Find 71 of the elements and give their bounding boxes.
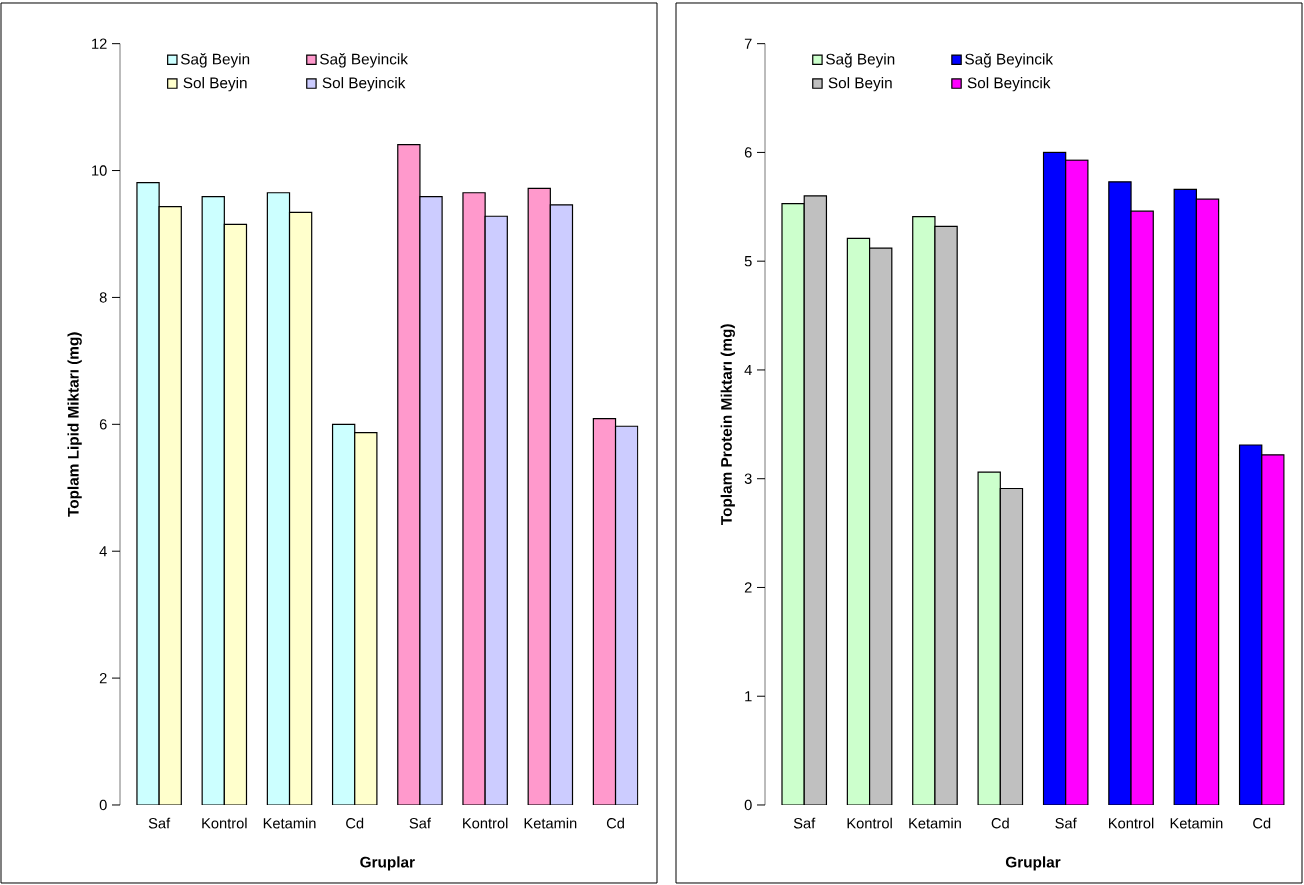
x-tick-label: Ketamin [909, 817, 961, 829]
y-axis-title: Toplam Protein Miktarı (mg) [720, 324, 735, 525]
y-tick-label: 1 [745, 691, 752, 702]
y-tick-label: 2 [744, 582, 752, 593]
bar [804, 195, 827, 805]
bar [223, 223, 248, 805]
legend-label: Sol Beyin [828, 77, 892, 92]
y-tick-label: 10 [92, 165, 107, 176]
x-tick-label: Ketamin [524, 817, 577, 829]
y-tick-label: 6 [99, 419, 107, 430]
bar [462, 192, 486, 805]
bar [266, 192, 291, 805]
legend-label: Sağ Beyin [826, 53, 895, 68]
bar [1195, 198, 1220, 805]
bar [1108, 181, 1132, 805]
bar [1238, 444, 1263, 805]
x-tick-label: Ketamin [263, 817, 316, 829]
legend-label: Sağ Beyincik [965, 53, 1054, 68]
y-tick-label: 2 [99, 672, 107, 684]
x-tick-label: Cd [991, 817, 1009, 829]
x-axis-title: Gruplar [360, 856, 415, 871]
bar [869, 248, 892, 805]
y-tick-label: 0 [99, 799, 107, 811]
legend-label: Sol Beyincik [967, 77, 1051, 92]
legend-label: Sağ Beyin [180, 53, 250, 68]
bar [201, 195, 225, 805]
y-tick-label: 12 [92, 38, 107, 49]
x-axis-title: Gruplar [1005, 856, 1061, 871]
bar [354, 431, 378, 805]
x-tick-label: Cd [606, 817, 624, 829]
y-tick-label: 4 [744, 364, 752, 375]
legend-label: Sağ Beyincik [320, 53, 408, 68]
y-tick-label: 6 [744, 147, 752, 158]
bar [592, 418, 617, 805]
y-tick-label: 4 [99, 546, 107, 557]
bar [934, 226, 958, 805]
bar [397, 143, 421, 805]
x-tick-label: Kontrol [1109, 817, 1154, 829]
bar [1065, 159, 1089, 805]
y-axis-title: Toplam Lipid Miktarı (mg) [67, 332, 82, 517]
x-tick-label: Saf [1055, 817, 1077, 829]
y-tick-label: 3 [744, 473, 752, 484]
bar [136, 182, 160, 805]
x-tick-label: Saf [148, 817, 171, 829]
y-tick-label: 8 [99, 292, 107, 303]
bar [1261, 454, 1285, 805]
bar [977, 471, 1001, 805]
x-tick-label: Kontrol [202, 817, 247, 829]
bar [527, 187, 551, 805]
x-tick-label: Ketamin [1170, 817, 1223, 829]
bar [847, 238, 870, 805]
x-tick-label: Cd [1253, 817, 1271, 829]
bar [912, 216, 935, 805]
x-tick-label: Saf [409, 817, 431, 829]
bar [158, 206, 182, 805]
y-tick-label: 5 [744, 256, 752, 267]
x-tick-label: Cd [346, 817, 364, 829]
bar [999, 487, 1024, 805]
bar [1042, 151, 1067, 805]
x-tick-label: Kontrol [463, 817, 508, 829]
legend-label: Sol Beyin [183, 77, 247, 92]
bar [782, 203, 805, 805]
bar [288, 211, 313, 805]
x-tick-label: Saf [793, 817, 816, 829]
bar [331, 423, 356, 805]
legend-label: Sol Beyincik [322, 77, 406, 92]
bar [1173, 188, 1198, 805]
y-tick-label: 0 [744, 799, 752, 811]
x-tick-label: Kontrol [847, 817, 892, 829]
y-tick-label: 7 [744, 38, 752, 49]
bar [1130, 210, 1154, 805]
